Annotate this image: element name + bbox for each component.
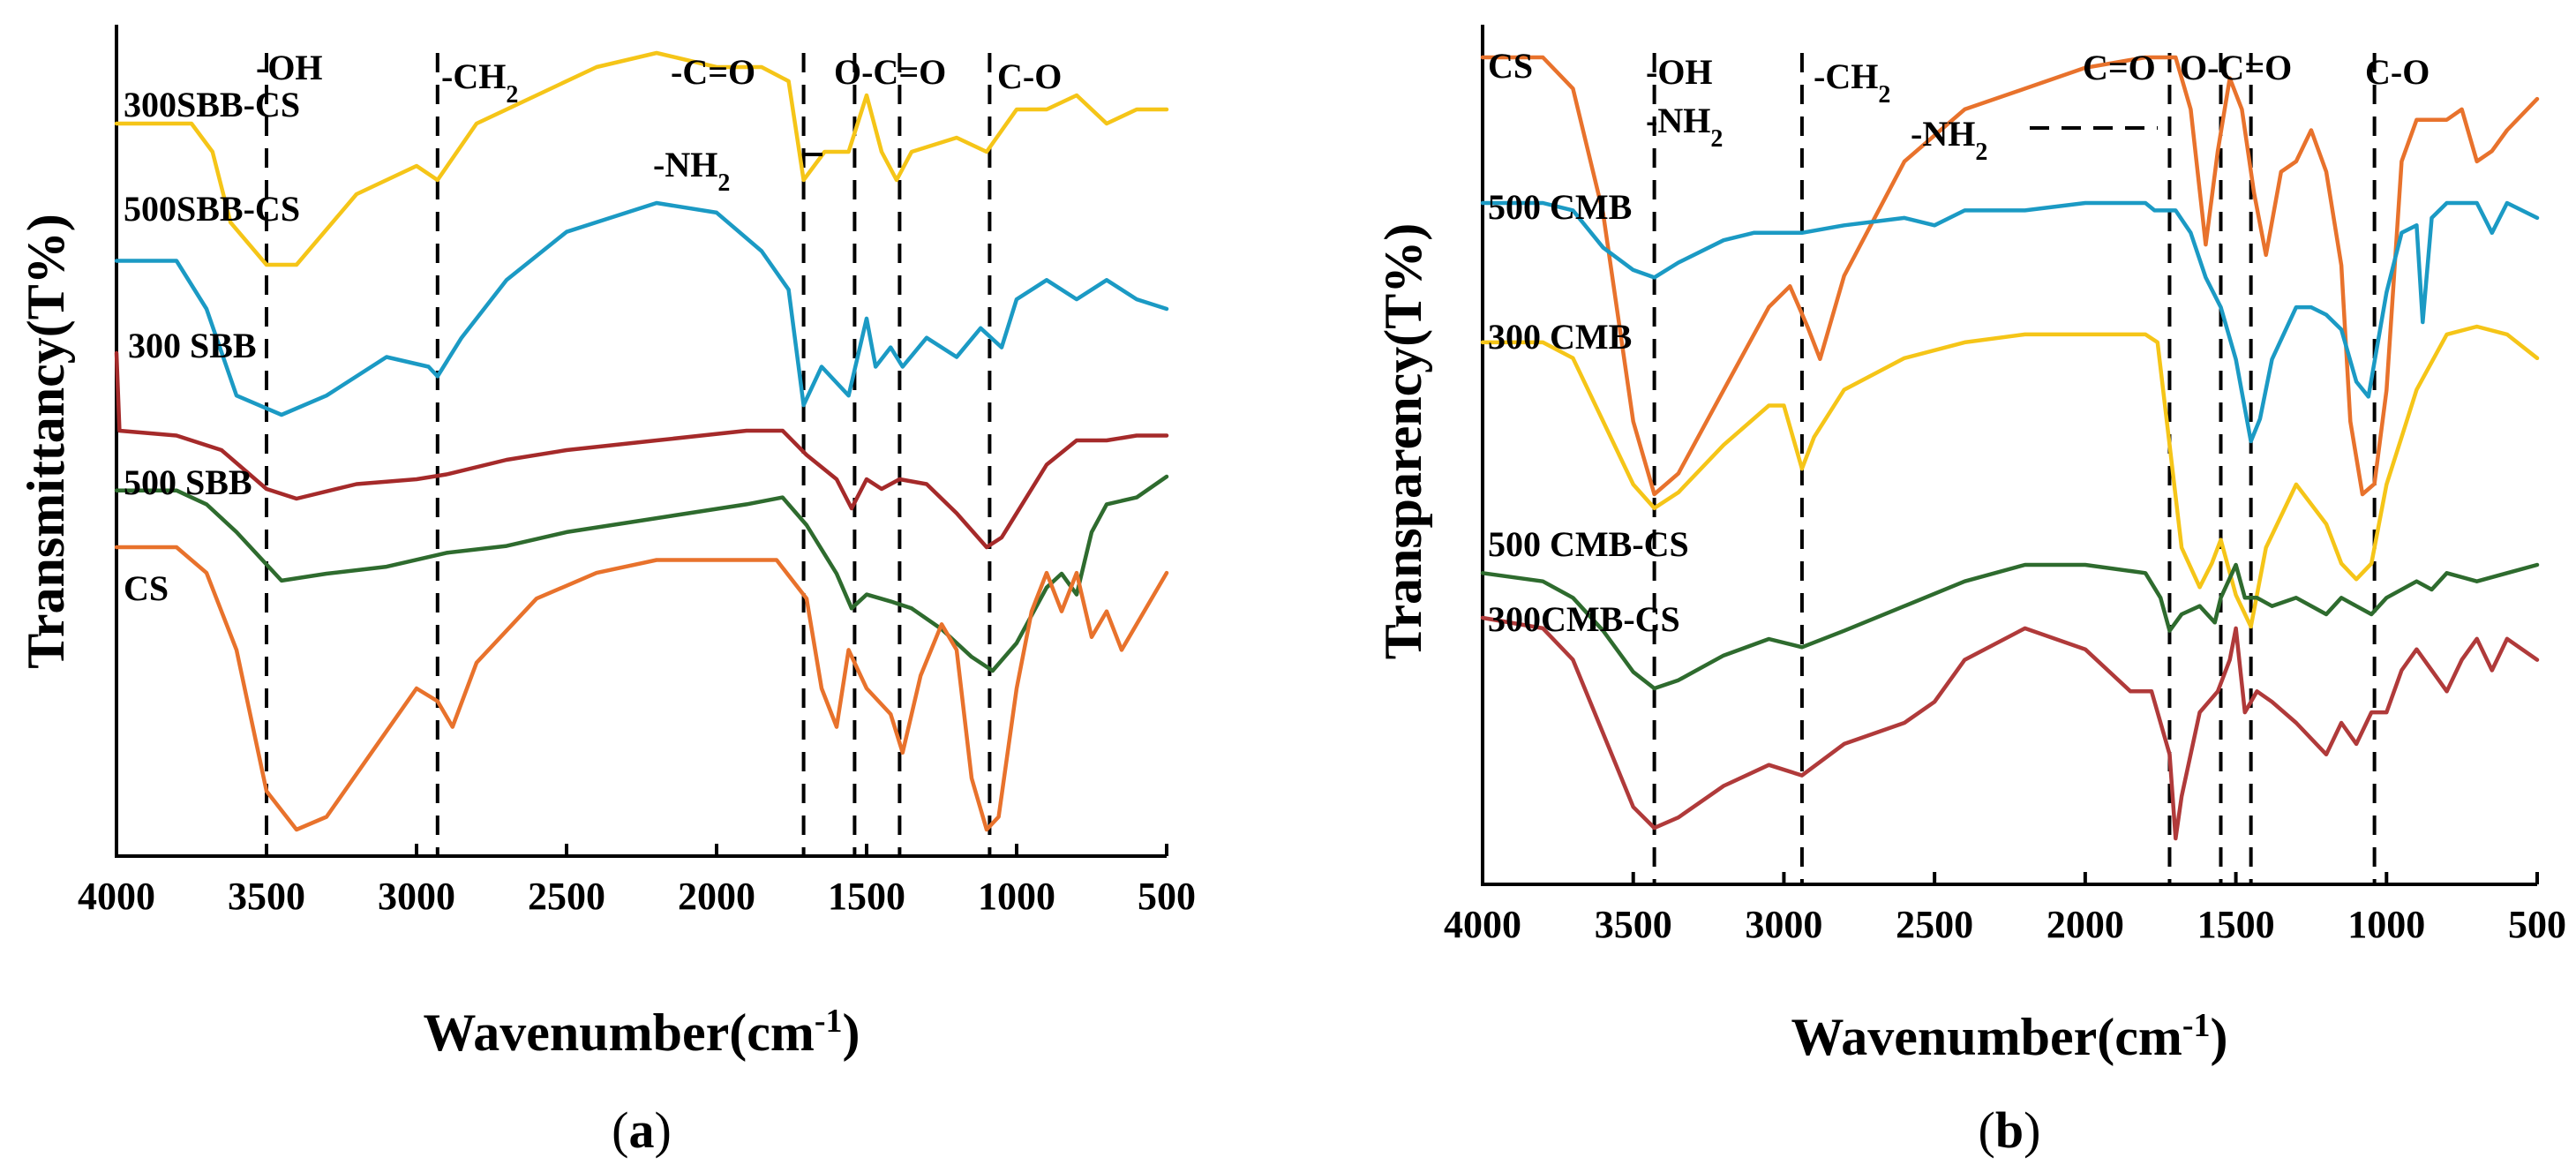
peak-annotation: C-O bbox=[2365, 52, 2430, 92]
peak-annotation: -OH bbox=[256, 48, 323, 87]
peak-annotation: -C=O bbox=[671, 52, 755, 92]
series-line-500sbb-cs bbox=[114, 200, 1169, 417]
x-tick-label: 2500 bbox=[1896, 903, 1973, 946]
peak-annotation: -CH2 bbox=[1814, 56, 1890, 109]
panel-letter: (b) bbox=[1979, 1101, 2041, 1159]
x-tick-label: 1500 bbox=[2197, 903, 2275, 946]
x-tick-label: 4000 bbox=[1444, 903, 1521, 946]
x-tick-label: 3500 bbox=[228, 875, 305, 918]
series-label: CS bbox=[1488, 46, 1533, 86]
peak-annotation: -NH2 bbox=[1911, 114, 1987, 166]
series-label: 500 CMB-CS bbox=[1488, 524, 1689, 564]
series-label: 300 CMB bbox=[1488, 317, 1632, 357]
series-label: 500 SBB bbox=[124, 462, 252, 502]
x-tick-label: 4000 bbox=[78, 875, 155, 918]
x-tick-label: 2000 bbox=[678, 875, 755, 918]
x-tick-label: 3000 bbox=[1745, 903, 1822, 946]
series-line-300sbb-cs bbox=[114, 50, 1169, 267]
x-axis-title: Wavenumber(cm-1) bbox=[424, 1003, 860, 1062]
peak-annotation: -NH2 bbox=[653, 145, 730, 197]
x-tick-label: 500 bbox=[1138, 875, 1196, 918]
chart-panel-b: 4000 3500 3000 2500 2000 1500 1000 500 CS 500 CMB… bbox=[1374, 25, 2566, 1159]
series-line-cs bbox=[1480, 55, 2540, 497]
x-tick-label: 3000 bbox=[378, 875, 455, 918]
panel-letter: (a) bbox=[612, 1101, 672, 1159]
series-line-300-cmb bbox=[1480, 324, 2540, 629]
series-line-300-sbb bbox=[114, 350, 1169, 550]
peak-annotation: O-C=O bbox=[834, 52, 946, 92]
series-line-500-sbb bbox=[114, 474, 1169, 673]
peak-annotation: -CH2 bbox=[441, 56, 518, 109]
chart-panel-a: 4000 3500 3000 2500 2000 1500 1000 500 300SBB-CS… bbox=[17, 25, 1196, 1159]
x-tick-label: 1000 bbox=[978, 875, 1055, 918]
series-label: 500 CMB bbox=[1488, 187, 1632, 227]
series-line-cs bbox=[114, 545, 1169, 832]
series-label: 300CMB-CS bbox=[1488, 599, 1680, 639]
peak-annotation: O-C=O bbox=[2180, 48, 2292, 87]
x-tick-label: 2000 bbox=[2047, 903, 2124, 946]
peak-annotation: C=O bbox=[2083, 48, 2156, 87]
series-label: 300SBB-CS bbox=[124, 85, 300, 124]
series-label: 300 SBB bbox=[128, 326, 257, 365]
peak-annotation: -NH2 bbox=[1646, 101, 1723, 153]
y-axis-title: Transmittancy(T%) bbox=[17, 214, 75, 669]
x-axis-title: Wavenumber(cm-1) bbox=[1791, 1007, 2228, 1066]
x-tick-label: 500 bbox=[2508, 903, 2566, 946]
series-line-300cmb-cs bbox=[1480, 615, 2540, 841]
series-line-500-cmb bbox=[1480, 200, 2540, 444]
peak-annotation: C-O bbox=[997, 56, 1062, 96]
x-tick-label: 1500 bbox=[828, 875, 905, 918]
series-label: CS bbox=[124, 568, 169, 608]
y-axis-title: Transparency(T%) bbox=[1374, 223, 1432, 659]
peak-annotation: -OH bbox=[1646, 52, 1713, 92]
x-tick-label: 1000 bbox=[2347, 903, 2425, 946]
series-line-500-cmb-cs bbox=[1480, 562, 2540, 691]
x-tick-label: 3500 bbox=[1595, 903, 1672, 946]
series-label: 500SBB-CS bbox=[124, 189, 300, 229]
x-tick-label: 2500 bbox=[528, 875, 605, 918]
